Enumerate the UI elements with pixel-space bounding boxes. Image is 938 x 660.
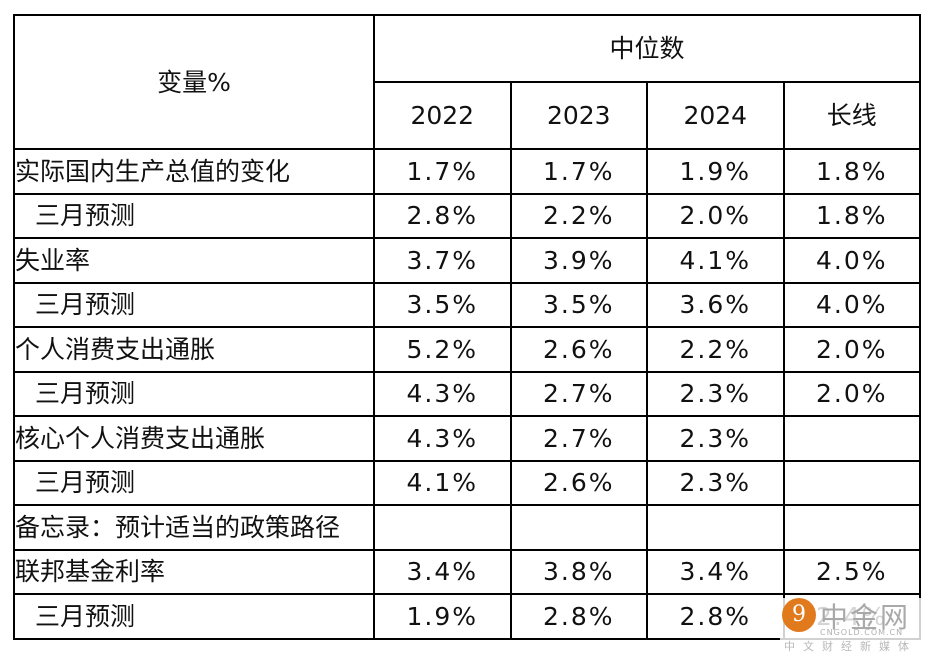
row-label: 个人消费支出通胀 [13,326,375,373]
row-label: 失业率 [13,237,375,284]
table-cell: 2.5% [782,548,922,595]
table-cell [373,504,512,551]
row-label: 核心个人消费支出通胀 [13,415,375,462]
table-cell: 2.6% [509,326,648,373]
table-body: 实际国内生产总值的变化 1.7% 1.7% 1.9% 1.8% 三月预测 2.8% 2.2% 2… [13,148,922,640]
row-label: 备忘录：预计适当的政策路径 [13,504,375,551]
table-cell: 1.9% [646,148,785,195]
table-cell [646,504,785,551]
watermark-url: CNGOLD.COM.CN [820,628,904,637]
table-cell: 1.8% [782,148,922,195]
watermark-tagline: 中文财经新媒体 [784,640,917,653]
table-cell: 4.0% [782,237,922,284]
table-cell: 2.7% [509,415,648,462]
table-row: 个人消费支出通胀 5.2% 2.6% 2.2% 2.0% [13,326,922,373]
table-cell: 3.7% [373,237,512,284]
table-cell: 3.4% [646,548,785,595]
row-label-march-projection: 三月预测 [13,593,375,640]
year-header: 2022 [373,81,512,150]
table-cell: 1.8% [782,192,922,239]
table-cell: 4.0% [782,281,922,328]
table-row: 实际国内生产总值的变化 1.7% 1.7% 1.9% 1.8% [13,148,922,195]
table-row: 三月预测 2.8% 2.2% 2.0% 1.8% [13,192,922,239]
row-label-march-projection: 三月预测 [13,281,375,328]
table-row: 联邦基金利率 3.4% 3.8% 3.4% 2.5% [13,548,922,595]
median-header: 中位数 [372,14,922,83]
table-cell: 2.8% [373,192,512,239]
table-cell: 3.5% [373,281,512,328]
table-cell: 1.7% [509,148,648,195]
table-cell: 4.3% [373,415,512,462]
watermark: 9 中金网 CNGOLD.COM.CN 中文财经新媒体 [780,598,930,653]
row-label: 联邦基金利率 [13,548,375,595]
table-cell: 2.8% [646,593,785,640]
table-row: 三月预测 3.5% 3.5% 3.6% 4.0% [13,281,922,328]
longer-run-header: 长线 [782,81,922,150]
table-cell: 2.0% [782,370,922,417]
table-cell: 2.7% [509,370,648,417]
table-cell: 3.5% [509,281,648,328]
row-label: 实际国内生产总值的变化 [13,148,375,195]
year-header: 2024 [646,81,785,150]
table-cell: 2.0% [646,192,785,239]
variable-header: 变量% [13,14,375,150]
row-label-march-projection: 三月预测 [13,370,375,417]
table-row: 失业率 3.7% 3.9% 4.1% 4.0% [13,237,922,284]
table-cell: 2.6% [509,459,648,506]
table-row: 备忘录：预计适当的政策路径 [13,504,922,551]
year-header: 2023 [509,81,648,150]
table-cell: 3.8% [509,548,648,595]
table-cell: 2.3% [646,459,785,506]
table-row: 三月预测 4.1% 2.6% 2.3% [13,459,922,506]
table-cell: 5.2% [373,326,512,373]
table-cell [782,504,922,551]
table-cell: 1.9% [373,593,512,640]
table-cell: 3.9% [509,237,648,284]
table-cell: 2.3% [646,415,785,462]
table-cell [509,504,648,551]
table-cell: 1.7% [373,148,512,195]
table-cell: 4.1% [646,237,785,284]
table-row: 核心个人消费支出通胀 4.3% 2.7% 2.3% [13,415,922,462]
table-row: 三月预测 4.3% 2.7% 2.3% 2.0% [13,370,922,417]
table-cell: 2.2% [646,326,785,373]
row-label-march-projection: 三月预测 [13,459,375,506]
table-cell [782,415,922,462]
table-cell: 2.3% [646,370,785,417]
table-cell: 2.0% [782,326,922,373]
row-label-march-projection: 三月预测 [13,192,375,239]
table-cell: 2.8% [509,593,648,640]
table-cell: 4.1% [373,459,512,506]
table-cell [782,459,922,506]
watermark-name: 中金网 [820,601,911,634]
projections-table: 变量% 中位数 2022 2023 2024 长线 实际国内生产总值的变化 1.7… [13,14,922,640]
table-cell: 4.3% [373,370,512,417]
table-cell: 3.4% [373,548,512,595]
table-cell: 2.2% [509,192,648,239]
cngold-logo-icon: 9 [782,598,816,632]
table-cell: 3.6% [646,281,785,328]
